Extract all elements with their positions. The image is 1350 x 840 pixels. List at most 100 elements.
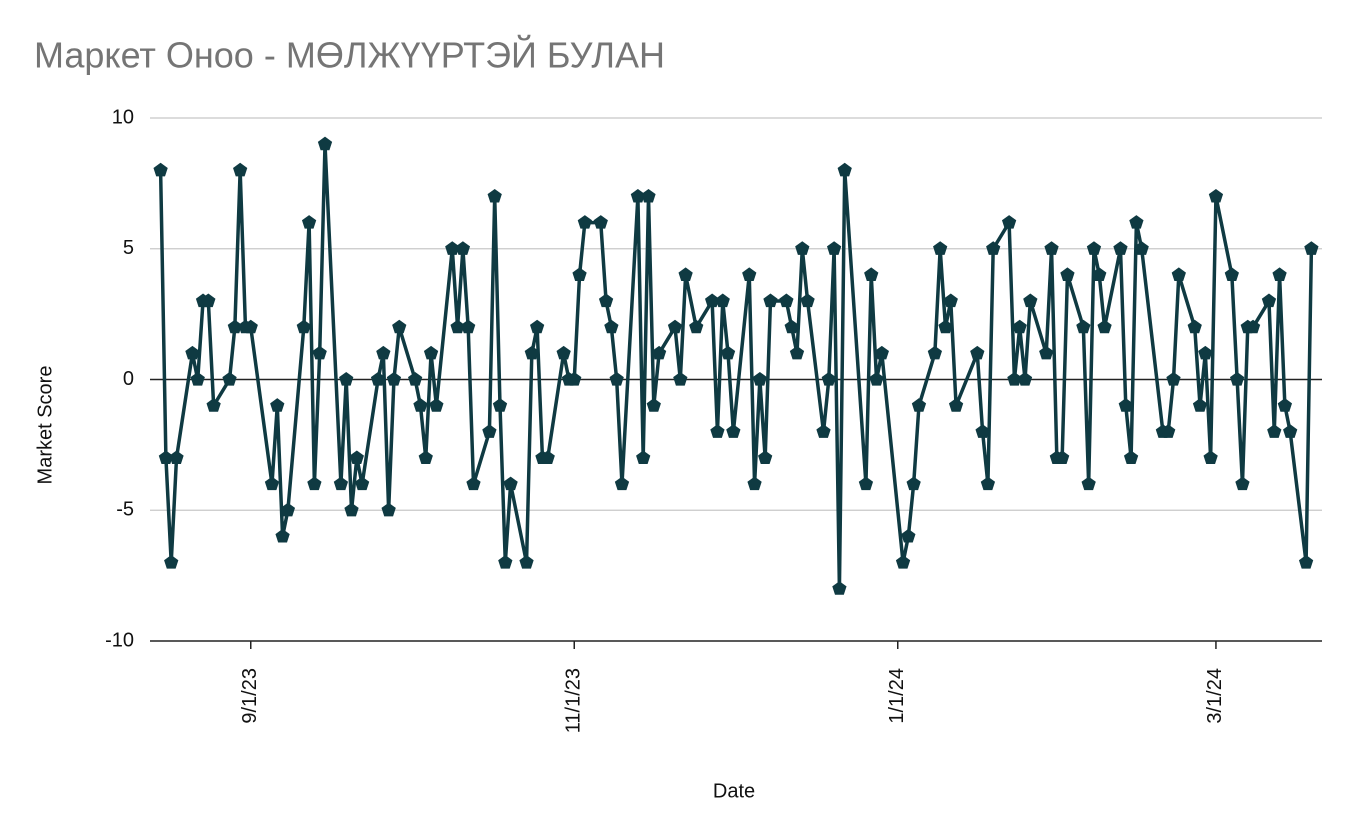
marker [296, 319, 311, 334]
marker [185, 345, 200, 360]
marker [943, 293, 958, 308]
x-tick-label: 3/1/24 [1204, 668, 1226, 724]
marker [869, 372, 884, 386]
marker [832, 581, 847, 595]
marker [826, 241, 842, 255]
marker [392, 319, 407, 334]
marker [726, 424, 741, 438]
marker [630, 188, 646, 203]
marker [567, 372, 582, 386]
marker [598, 293, 614, 308]
marker [911, 398, 927, 412]
marker [423, 345, 439, 360]
marker [540, 450, 555, 465]
marker [1208, 188, 1224, 203]
marker [503, 476, 518, 491]
marker [758, 450, 773, 465]
marker [339, 372, 354, 386]
marker [312, 345, 327, 360]
marker [720, 345, 736, 360]
marker [381, 502, 396, 517]
marker [1235, 476, 1250, 491]
marker [604, 319, 619, 334]
marker [752, 372, 767, 386]
marker [1055, 450, 1070, 465]
marker [349, 450, 364, 465]
marker [1224, 267, 1239, 281]
marker [370, 372, 386, 386]
marker [413, 398, 428, 412]
marker [455, 241, 471, 255]
marker [354, 476, 370, 491]
marker [975, 424, 990, 438]
marker [1097, 319, 1112, 334]
marker [1113, 241, 1128, 255]
marker [1203, 450, 1218, 465]
marker [763, 293, 778, 308]
x-axis-label: Date [713, 780, 755, 802]
marker [270, 398, 285, 412]
marker [779, 293, 794, 308]
marker [895, 555, 911, 569]
marker [816, 424, 831, 438]
marker [301, 215, 317, 229]
marker [153, 162, 168, 177]
marker [1076, 319, 1091, 334]
chart-title: Маркет Оноо - МӨЛЖҮҮРТЭЙ БУЛАН [34, 34, 665, 76]
marker [577, 215, 592, 229]
marker [408, 372, 423, 386]
marker [821, 372, 836, 386]
marker [609, 372, 624, 386]
marker [429, 398, 444, 412]
marker [1161, 424, 1176, 438]
marker [641, 188, 656, 203]
marker [572, 267, 587, 281]
marker [529, 319, 545, 334]
marker [970, 345, 985, 360]
y-tick-label: 0 [123, 368, 134, 390]
marker [222, 372, 237, 386]
marker [264, 476, 280, 491]
marker [492, 398, 508, 412]
y-tick-label: -5 [116, 499, 134, 521]
marker [1245, 319, 1261, 334]
marker [1267, 424, 1282, 438]
line [158, 142, 1314, 591]
marker [742, 267, 757, 281]
marker [482, 424, 497, 438]
marker [524, 345, 539, 360]
marker [689, 319, 704, 334]
marker [800, 293, 815, 308]
marker [1044, 241, 1059, 255]
marker [1001, 215, 1017, 229]
marker [275, 528, 290, 543]
marker [789, 345, 805, 360]
marker [1134, 241, 1149, 255]
marker [307, 476, 322, 491]
marker [190, 372, 205, 386]
marker [243, 319, 258, 334]
marker [678, 267, 693, 281]
marker [933, 241, 948, 255]
marker [1171, 267, 1186, 281]
marker [169, 450, 184, 465]
marker [461, 319, 476, 334]
x-tick-label: 9/1/23 [239, 668, 261, 724]
marker [1123, 450, 1139, 465]
marker [784, 319, 799, 334]
marker [646, 398, 661, 412]
marker [715, 293, 730, 308]
marker [1272, 267, 1287, 281]
marker [498, 555, 513, 569]
marker [980, 476, 996, 491]
marker [376, 345, 391, 360]
marker [445, 241, 460, 255]
marker [1118, 398, 1133, 412]
marker [673, 372, 688, 386]
marker [1192, 398, 1208, 412]
marker [864, 267, 879, 281]
marker [1012, 319, 1027, 334]
y-tick-label: 5 [123, 237, 134, 259]
y-tick-label: 10 [112, 106, 134, 128]
